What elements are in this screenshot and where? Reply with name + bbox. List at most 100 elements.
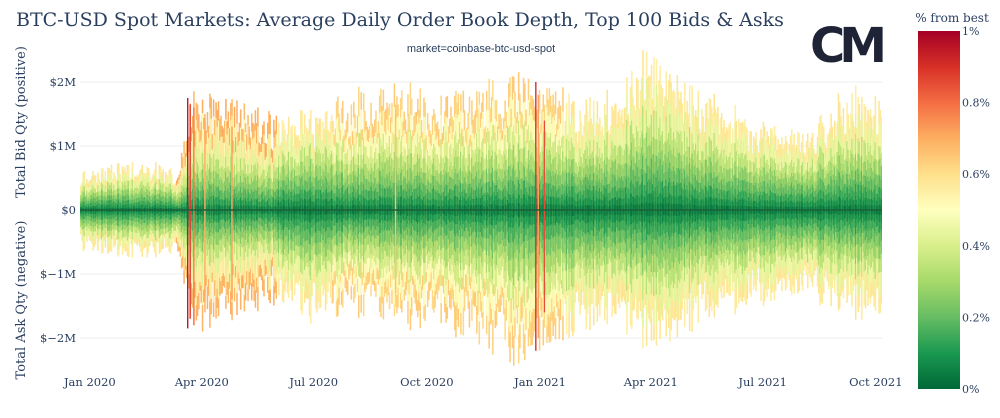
bid-depth-bar bbox=[319, 199, 322, 210]
bid-depth-bar bbox=[222, 200, 225, 210]
bid-depth-bar bbox=[250, 198, 253, 210]
bid-depth-bar bbox=[265, 201, 268, 210]
bid-depth-bar bbox=[333, 206, 335, 210]
ask-depth-bar bbox=[113, 210, 115, 215]
bid-depth-bar bbox=[108, 204, 110, 210]
ask-depth-bar bbox=[434, 210, 436, 215]
ask-depth-bar bbox=[423, 210, 425, 223]
ask-depth-bar bbox=[329, 210, 332, 221]
bid-depth-bar bbox=[312, 206, 315, 210]
bid-depth-bar bbox=[131, 204, 134, 210]
bid-depth-bar bbox=[321, 206, 323, 210]
bid-depth-bar bbox=[373, 205, 376, 210]
bid-depth-bar bbox=[102, 205, 104, 210]
ask-depth-bar bbox=[392, 210, 394, 214]
ask-depth-bar bbox=[284, 210, 286, 215]
ask-depth-bar bbox=[295, 210, 297, 214]
ask-depth-bar bbox=[364, 210, 366, 230]
bid-depth-bar bbox=[442, 200, 445, 210]
ask-depth-bar bbox=[305, 210, 307, 215]
ask-depth-bar bbox=[372, 210, 375, 219]
ask-depth-bar bbox=[306, 210, 308, 215]
bid-depth-bar bbox=[241, 200, 243, 210]
bid-depth-bar bbox=[266, 200, 269, 210]
bid-depth-bar bbox=[326, 205, 328, 210]
ask-depth-bar bbox=[91, 210, 93, 214]
bid-depth-bar bbox=[93, 208, 96, 210]
bid-depth-bar bbox=[330, 198, 333, 210]
bid-depth-bar bbox=[318, 198, 321, 210]
ask-depth-bar bbox=[246, 210, 248, 214]
bid-depth-bar bbox=[162, 207, 164, 210]
ask-depth-bar bbox=[188, 210, 190, 220]
bid-depth-bar bbox=[243, 204, 246, 210]
ask-depth-bar bbox=[382, 210, 385, 223]
bid-depth-bar bbox=[179, 207, 182, 210]
bid-depth-bar bbox=[125, 205, 128, 210]
ask-depth-bar bbox=[314, 210, 317, 215]
bid-depth-bar bbox=[338, 197, 340, 210]
ask-depth-bar bbox=[361, 210, 364, 220]
bid-depth-bar bbox=[238, 205, 241, 210]
ask-depth-bar bbox=[110, 210, 113, 213]
bid-depth-bar bbox=[337, 204, 339, 210]
ask-depth-bar bbox=[439, 210, 441, 214]
ask-depth-bar bbox=[281, 210, 284, 221]
ask-depth-bar bbox=[452, 210, 455, 222]
ask-depth-bar bbox=[354, 210, 356, 215]
bid-depth-bar bbox=[177, 208, 179, 210]
ask-depth-bar bbox=[278, 210, 280, 215]
ask-depth-bar bbox=[291, 210, 294, 222]
ask-depth-bar bbox=[303, 210, 306, 215]
ask-depth-bar bbox=[159, 210, 162, 213]
bid-depth-bar bbox=[351, 200, 354, 210]
bid-depth-bar bbox=[290, 200, 292, 210]
bid-depth-bar bbox=[130, 208, 132, 210]
ask-depth-bar bbox=[233, 210, 236, 222]
bid-depth-bar bbox=[136, 205, 139, 210]
ask-depth-bar bbox=[109, 210, 112, 215]
bid-depth-bar bbox=[82, 208, 84, 210]
bid-depth-bar bbox=[113, 205, 115, 210]
ask-depth-bar bbox=[273, 210, 275, 215]
bid-depth-bar bbox=[254, 198, 257, 210]
ask-depth-bar bbox=[397, 210, 399, 215]
bid-depth-bar bbox=[371, 199, 374, 210]
bid-depth-bar bbox=[348, 206, 350, 210]
bid-depth-bar bbox=[199, 200, 201, 210]
ask-depth-bar bbox=[131, 210, 134, 216]
ask-depth-bar bbox=[403, 210, 406, 221]
bid-depth-bar bbox=[119, 205, 121, 210]
bid-depth-bar bbox=[116, 204, 119, 210]
bid-depth-bar bbox=[139, 205, 141, 210]
bid-depth-bar bbox=[98, 208, 100, 210]
ask-depth-bar bbox=[211, 210, 214, 214]
ask-depth-bar bbox=[280, 210, 283, 214]
ask-depth-bar bbox=[344, 210, 346, 220]
ask-depth-bar bbox=[391, 210, 393, 222]
ask-depth-bar bbox=[396, 210, 398, 224]
ask-depth-bar bbox=[287, 210, 290, 222]
bid-depth-bar bbox=[200, 205, 203, 210]
bid-depth-bar bbox=[431, 198, 434, 210]
ask-depth-bar bbox=[236, 210, 238, 223]
ask-depth-bar bbox=[152, 210, 155, 215]
bid-depth-bar bbox=[173, 206, 176, 210]
bid-depth-bar bbox=[145, 205, 147, 210]
ask-depth-bar bbox=[174, 210, 177, 214]
ask-depth-bar bbox=[132, 210, 135, 212]
ask-depth-bar bbox=[457, 210, 460, 216]
ask-depth-bar bbox=[270, 210, 273, 218]
ask-depth-bar bbox=[357, 210, 360, 216]
bid-depth-bar bbox=[345, 205, 348, 210]
ask-depth-bar bbox=[367, 210, 370, 219]
bid-depth-bar bbox=[461, 200, 463, 210]
bid-depth-bar bbox=[89, 208, 92, 210]
ask-depth-bar bbox=[262, 210, 264, 220]
bid-depth-bar bbox=[97, 205, 99, 210]
ask-depth-bar bbox=[217, 210, 220, 223]
ask-depth-bar bbox=[307, 210, 310, 221]
bid-depth-bar bbox=[171, 208, 173, 210]
bid-depth-bar bbox=[255, 199, 258, 210]
ask-depth-bar bbox=[143, 210, 146, 212]
